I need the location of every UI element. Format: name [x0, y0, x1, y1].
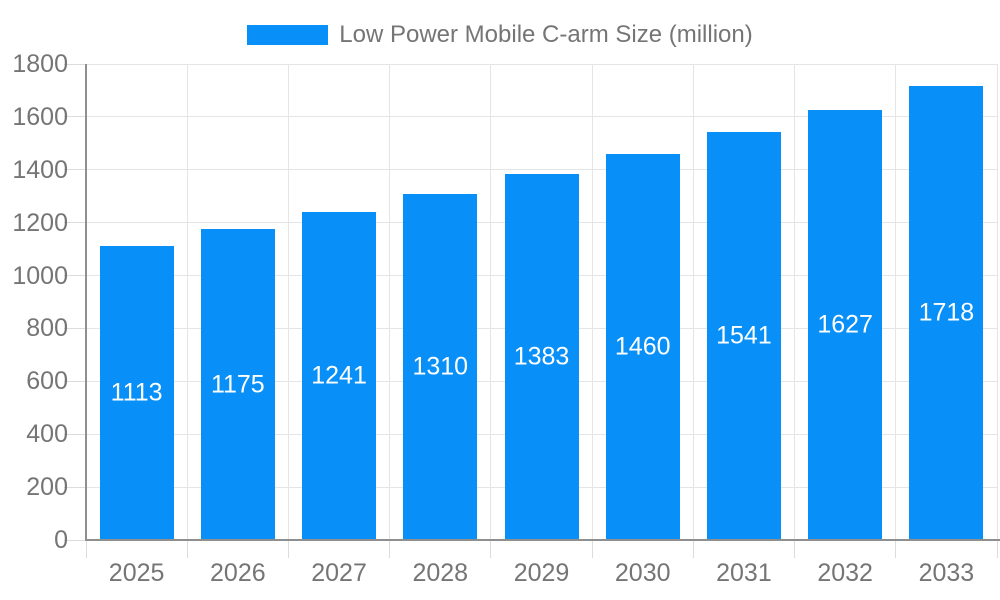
x-axis-tick: [794, 540, 796, 558]
legend-label[interactable]: Low Power Mobile C-arm Size (million): [339, 21, 753, 48]
x-tick-label: 2027: [311, 559, 367, 587]
grid-line-v: [389, 64, 391, 540]
x-axis-tick: [186, 540, 188, 558]
x-tick-label: 2033: [918, 559, 975, 587]
y-tick-label: 1800: [12, 50, 68, 78]
bar: [403, 193, 478, 540]
y-tick-label: 0: [54, 526, 68, 554]
x-axis-tick: [389, 540, 391, 558]
grid-line-v: [895, 64, 897, 540]
bar: [605, 153, 680, 540]
x-tick-label: 2028: [412, 559, 469, 587]
y-axis-tick: [64, 539, 86, 541]
x-axis-tick: [490, 540, 492, 558]
grid-line-h: [86, 169, 997, 171]
y-tick-label: 1400: [12, 155, 68, 184]
x-axis-tick: [996, 540, 998, 558]
y-tick-label: 600: [26, 367, 68, 396]
bar: [302, 211, 377, 540]
bar-value-label: 1241: [311, 361, 367, 390]
y-tick-label: 1000: [12, 261, 68, 290]
y-axis-tick: [64, 169, 86, 171]
y-tick-label: 400: [26, 420, 68, 449]
grid-line-v: [996, 64, 998, 540]
bar: [99, 245, 174, 540]
grid-line-h: [86, 63, 997, 65]
y-axis-tick: [64, 380, 86, 382]
grid-line-v: [692, 64, 694, 540]
y-axis-tick: [64, 327, 86, 329]
y-axis-tick: [64, 116, 86, 118]
y-tick-label: 200: [26, 473, 68, 502]
x-axis-tick: [85, 540, 87, 558]
y-axis-tick: [64, 63, 86, 65]
x-axis-line: [85, 539, 1000, 541]
x-axis-tick: [895, 540, 897, 558]
legend[interactable]: Low Power Mobile C-arm Size (million): [0, 21, 1000, 49]
x-axis-tick: [287, 540, 289, 558]
bar-value-label: 1175: [210, 370, 265, 399]
x-tick-label: 2030: [614, 559, 671, 587]
y-tick-label: 1200: [12, 208, 68, 237]
bar: [200, 229, 275, 540]
bar-value-label: 1627: [817, 310, 873, 339]
y-axis-tick: [64, 433, 86, 435]
bar-value-label: 1541: [716, 321, 772, 350]
bar: [808, 109, 883, 540]
grid-line-v: [490, 64, 492, 540]
grid-line-h: [86, 116, 997, 118]
x-axis-tick: [591, 540, 593, 558]
x-tick-label: 2026: [210, 559, 266, 587]
bar-value-label: 1460: [614, 332, 671, 361]
x-tick-label: 2029: [513, 559, 570, 587]
bar-value-label: 1310: [412, 352, 469, 381]
grid-line-v: [287, 64, 289, 540]
grid-line-v: [794, 64, 796, 540]
x-tick-label: 2025: [108, 559, 165, 587]
bar-value-label: 1383: [513, 342, 570, 371]
x-tick-label: 2032: [817, 559, 873, 587]
y-axis-tick: [64, 486, 86, 488]
bar-value-label: 1113: [110, 378, 163, 407]
y-axis-line: [85, 64, 87, 540]
x-tick-label: 2031: [716, 559, 772, 587]
bar: [706, 132, 781, 540]
y-tick-label: 1600: [12, 102, 68, 131]
bar: [909, 85, 984, 540]
y-axis-tick: [64, 275, 86, 277]
bar-value-label: 1718: [918, 298, 975, 327]
grid-line-v: [591, 64, 593, 540]
grid-line-v: [186, 64, 188, 540]
legend-swatch[interactable]: [247, 25, 329, 45]
x-axis-tick: [692, 540, 694, 558]
y-tick-label: 800: [26, 314, 68, 343]
bar: [504, 174, 579, 540]
y-axis-tick: [64, 222, 86, 224]
